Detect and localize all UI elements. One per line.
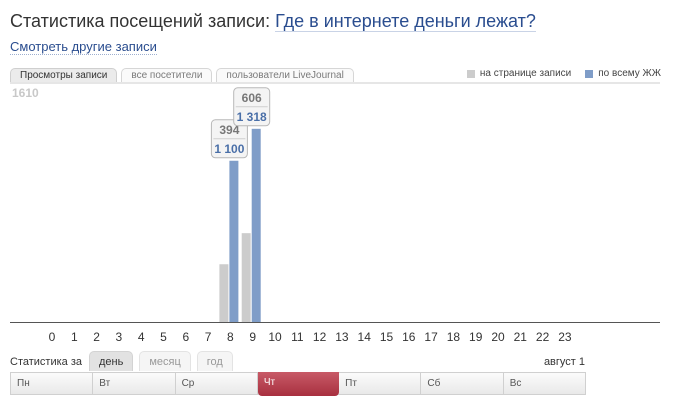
weekday-sun[interactable]: Вс <box>509 378 522 389</box>
legend-label-lj: по всему ЖЖ <box>598 68 661 79</box>
x-tick-label: 11 <box>291 330 304 344</box>
period-tab-month[interactable]: месяц <box>139 351 191 371</box>
current-date: август 1 <box>543 356 585 368</box>
weekday-wed[interactable]: Ср <box>176 373 258 394</box>
period-tab-year[interactable]: год <box>196 351 233 371</box>
x-tick-label: 6 <box>182 330 189 344</box>
bar-page-9 <box>241 233 251 322</box>
bar-lj-9 <box>251 128 261 322</box>
legend-label-page: на странице записи <box>479 68 572 79</box>
x-tick-label: 17 <box>424 330 438 344</box>
x-tick-label: 2 <box>93 330 100 344</box>
legend-item-lj: по всему ЖЖ <box>585 68 661 79</box>
x-tick-label: 0 <box>49 330 56 344</box>
x-tick-label: 23 <box>558 330 572 344</box>
tooltip-lj-value: 1 318 <box>237 110 267 124</box>
stats-tabs: Просмотры записи все посетители пользова… <box>10 68 354 82</box>
tab-all-visitors[interactable]: все посетители <box>121 68 213 82</box>
x-tick-label: 19 <box>469 330 483 344</box>
x-tick-label: 3 <box>116 330 123 344</box>
weekday-thu[interactable]: Чт <box>257 372 340 396</box>
bar-page-8 <box>219 264 229 322</box>
y-max-label: 1610 <box>12 86 39 100</box>
post-title-link[interactable]: Где в интернете деньги лежат? <box>275 11 536 32</box>
period-tab-day[interactable]: день <box>89 351 134 371</box>
period-label: Статистика за <box>10 356 82 368</box>
x-tick-label: 14 <box>358 330 372 344</box>
x-tick-label: 5 <box>160 330 167 344</box>
x-tick-label: 4 <box>138 330 145 344</box>
tooltip-page-value: 394 <box>219 123 239 137</box>
weekday-selector: Пн Вт Ср Чт Пт Сб Вс <box>10 372 586 396</box>
x-tick-label: 8 <box>227 330 234 344</box>
weekday-fri[interactable]: Пт <box>339 373 422 394</box>
chart-legend: на странице записи по всему ЖЖ <box>466 68 661 79</box>
period-tabs: день месяц год <box>89 351 233 371</box>
weekday-mon[interactable]: Пн <box>11 373 94 394</box>
legend-item-page: на странице записи <box>466 68 572 79</box>
x-tick-label: 20 <box>491 330 505 344</box>
x-tick-label: 15 <box>380 330 394 344</box>
bar-lj-8 <box>229 160 239 322</box>
x-tick-label: 22 <box>536 330 550 344</box>
x-tick-label: 10 <box>268 330 282 344</box>
legend-swatch-page <box>466 69 475 78</box>
x-tick-label: 18 <box>447 330 461 344</box>
x-tick-label: 12 <box>313 330 327 344</box>
x-tick-label: 1 <box>71 330 78 344</box>
other-posts-link[interactable]: Смотреть другие записи <box>10 39 157 55</box>
x-tick-label: 9 <box>249 330 256 344</box>
x-tick-label: 21 <box>514 330 528 344</box>
legend-swatch-lj <box>585 69 594 78</box>
x-tick-label: 13 <box>335 330 349 344</box>
page-title: Статистика посещений записи: Где в интер… <box>10 11 536 32</box>
x-tick-label: 16 <box>402 330 416 344</box>
tooltip-lj-value: 1 100 <box>214 142 244 156</box>
title-prefix: Статистика посещений записи: <box>10 11 271 31</box>
tab-post-views[interactable]: Просмотры записи <box>10 68 118 82</box>
weekday-sat[interactable]: Сб <box>421 373 504 394</box>
tab-lj-users[interactable]: пользователи LiveJournal <box>216 68 354 82</box>
weekday-tue[interactable]: Вт <box>93 373 176 394</box>
x-tick-label: 7 <box>205 330 212 344</box>
tooltip-page-value: 606 <box>242 91 262 105</box>
